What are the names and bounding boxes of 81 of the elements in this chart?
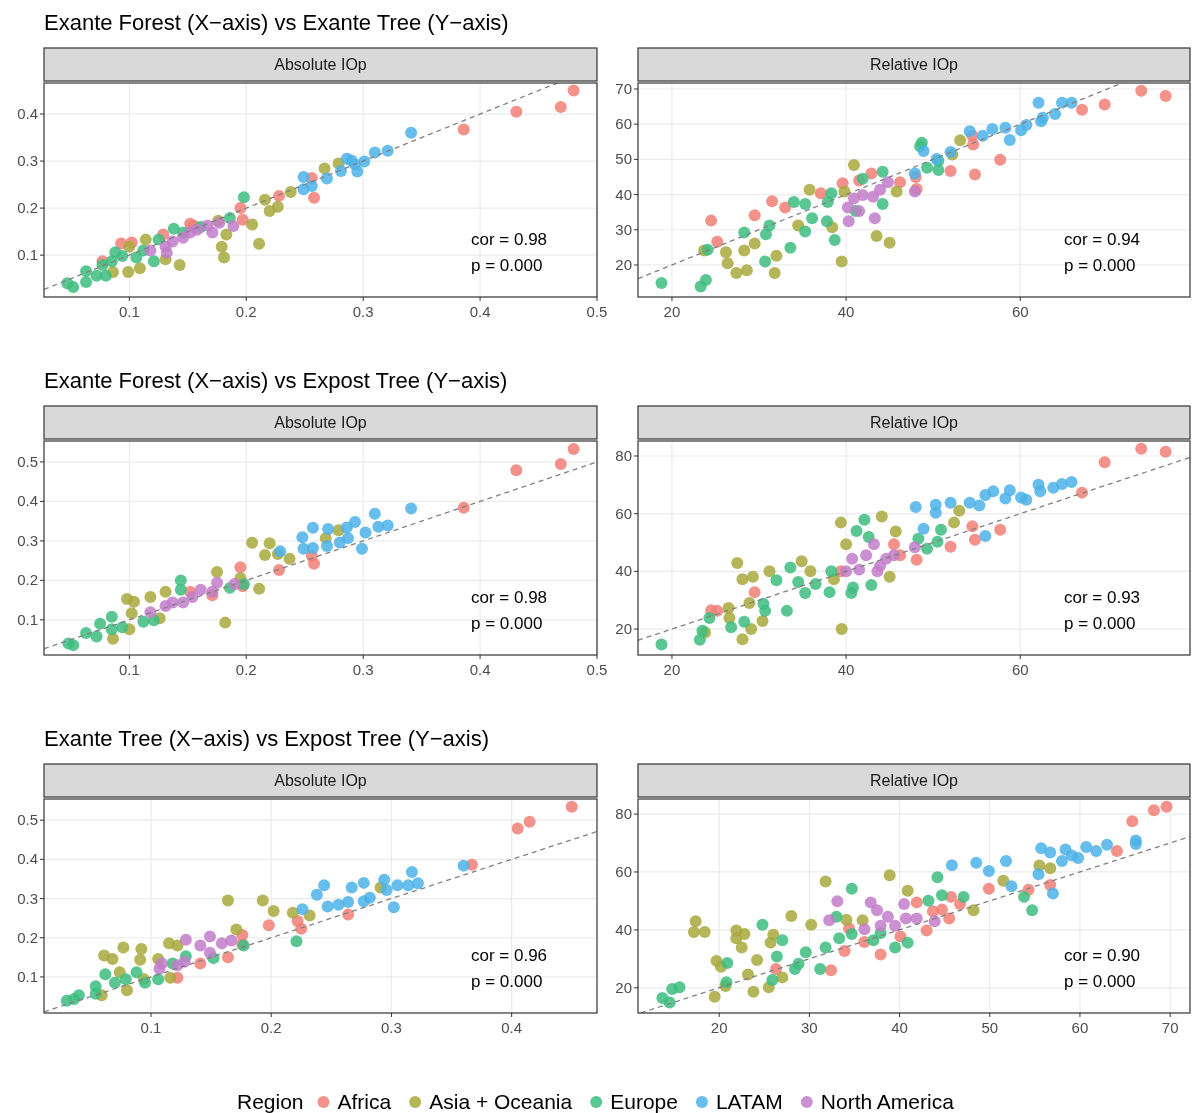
- chart-title: Exante Tree (X−axis) vs Expost Tree (Y−axis): [44, 726, 490, 751]
- y-tick-label: 60: [615, 504, 632, 522]
- y-tick-label: 80: [615, 805, 632, 823]
- y-tick-label: 60: [615, 115, 632, 133]
- y-tick-label: 0.1: [17, 246, 38, 264]
- annotation: p = 0.000: [471, 972, 543, 991]
- x-tick-label: 50: [981, 1019, 999, 1036]
- y-tick-label: 80: [615, 447, 632, 464]
- x-tick-label: 0.5: [586, 661, 608, 678]
- y-tick-label: 60: [615, 862, 632, 880]
- x-tick-label: 0.3: [381, 1019, 402, 1036]
- y-tick-label: 0.2: [17, 571, 38, 589]
- x-tick-label: 70: [1161, 1019, 1179, 1036]
- x-tick-label: 0.2: [235, 303, 257, 320]
- chart-subtitle: Relative IOp: [869, 413, 959, 431]
- x-tick-label: 20: [663, 661, 681, 678]
- annotation: p = 0.000: [471, 614, 543, 633]
- x-tick-label: 0.1: [118, 661, 140, 678]
- x-tick-label: 40: [837, 661, 855, 678]
- y-tick-label: 0.3: [17, 531, 38, 549]
- chart-subtitle: Relative IOp: [869, 55, 959, 73]
- x-tick-label: 0.4: [469, 661, 491, 678]
- legend-label: Europe: [610, 1090, 678, 1113]
- y-tick-label: 50: [615, 150, 632, 168]
- y-tick-label: 0.4: [17, 492, 38, 510]
- chart-title: Exante Forest (X−axis) vs Expost Tree (Y−axis): [44, 368, 508, 393]
- legend-label: North America: [820, 1090, 955, 1113]
- y-tick-label: 20: [615, 620, 632, 638]
- annotation: p = 0.000: [1064, 256, 1136, 275]
- legend-title: Region: [236, 1090, 304, 1113]
- y-tick-label: 20: [615, 978, 632, 996]
- x-tick-label: 20: [663, 303, 681, 320]
- y-tick-label: 0.3: [17, 152, 38, 170]
- legend-label: Africa: [337, 1090, 392, 1113]
- x-tick-label: 20: [710, 1019, 728, 1036]
- x-tick-label: 30: [801, 1019, 818, 1036]
- x-tick-label: 0.5: [586, 303, 608, 320]
- x-tick-label: 0.1: [118, 303, 140, 320]
- x-tick-label: 60: [1011, 303, 1029, 320]
- annotation: cor = 0.98: [471, 230, 548, 249]
- chart-subtitle: Relative IOp: [869, 771, 959, 789]
- annotation: p = 0.000: [1064, 972, 1136, 991]
- x-tick-label: 0.3: [352, 303, 374, 320]
- y-tick-label: 40: [615, 920, 632, 938]
- x-tick-label: 0.2: [235, 661, 257, 678]
- legend-label: LATAM: [715, 1090, 783, 1113]
- annotation: cor = 0.96: [471, 946, 548, 965]
- x-tick-label: 0.4: [501, 1019, 523, 1036]
- y-tick-label: 0.2: [17, 928, 38, 946]
- legend-label: Asia + Oceania: [429, 1090, 573, 1113]
- x-tick-label: 40: [891, 1019, 908, 1036]
- y-tick-label: 40: [615, 562, 632, 580]
- x-tick-label: 0.3: [352, 661, 374, 678]
- annotation: p = 0.000: [471, 256, 543, 275]
- x-tick-label: 0.1: [140, 1019, 162, 1036]
- y-tick-label: 70: [615, 79, 632, 97]
- annotation: cor = 0.94: [1064, 230, 1141, 249]
- y-tick-label: 0.2: [17, 199, 38, 217]
- chart-subtitle: Absolute IOp: [274, 413, 367, 431]
- annotation: p = 0.000: [1064, 614, 1136, 633]
- x-tick-label: 40: [837, 303, 855, 320]
- chart-subtitle: Absolute IOp: [274, 55, 367, 73]
- y-tick-label: 0.4: [17, 105, 38, 123]
- y-tick-label: 0.5: [17, 811, 38, 829]
- annotation: cor = 0.93: [1064, 588, 1141, 607]
- x-tick-label: 60: [1071, 1019, 1089, 1036]
- chart-subtitle: Absolute IOp: [274, 771, 367, 789]
- y-tick-label: 0.1: [17, 967, 38, 985]
- y-tick-label: 0.1: [17, 610, 38, 628]
- x-tick-label: 60: [1011, 661, 1029, 678]
- y-tick-label: 0.4: [17, 850, 38, 868]
- y-tick-label: 20: [615, 255, 632, 273]
- y-tick-label: 40: [615, 185, 632, 203]
- x-tick-label: 0.4: [469, 303, 491, 320]
- y-tick-label: 30: [615, 220, 632, 238]
- annotation: cor = 0.98: [471, 588, 548, 607]
- chart-title: Exante Forest (X−axis) vs Exante Tree (Y−axis): [44, 10, 509, 35]
- annotation: cor = 0.90: [1064, 946, 1141, 965]
- y-tick-label: 0.5: [17, 452, 38, 470]
- x-tick-label: 0.2: [260, 1019, 282, 1036]
- y-tick-label: 0.3: [17, 889, 38, 907]
